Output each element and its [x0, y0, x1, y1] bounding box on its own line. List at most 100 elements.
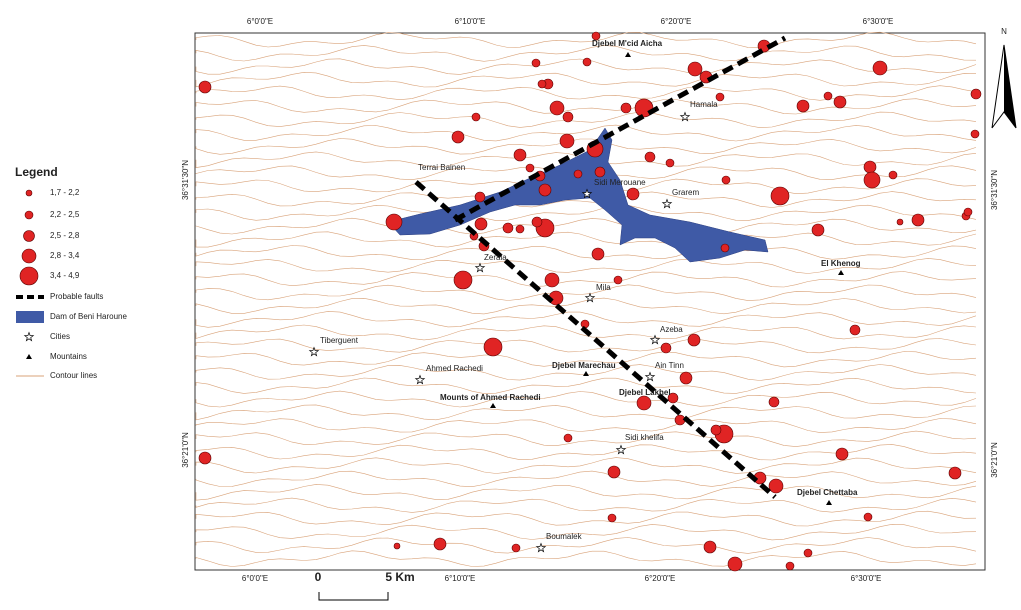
epicenter: [715, 92, 725, 102]
city-label: Tiberguent: [320, 336, 359, 345]
epicenter: [888, 170, 898, 180]
contour-line: [195, 324, 977, 341]
axis-label: 36°21'0"N: [181, 432, 190, 468]
city-label: Hamala: [690, 100, 718, 109]
city-label: Azeba: [660, 325, 683, 334]
contour-line: [195, 217, 977, 235]
contour-line: [195, 311, 977, 328]
epicenter: [872, 60, 888, 76]
contour-line: [195, 523, 977, 541]
legend-symbol: [24, 210, 34, 220]
contour-line: [195, 484, 977, 501]
epicenter: [679, 371, 693, 385]
contour-line: [195, 284, 977, 301]
epicenter: [544, 272, 560, 288]
legend-label: 2,8 - 3,4: [50, 251, 80, 260]
city-marker: [661, 198, 673, 209]
epicenter: [531, 58, 541, 68]
contour-line: [195, 204, 977, 221]
epicenter: [727, 556, 743, 572]
mountain-marker: [625, 52, 631, 57]
contour-line: [195, 497, 977, 513]
epicenter: [796, 99, 810, 113]
axis-label: 6°20'0"E: [645, 574, 676, 583]
contour-line: [195, 351, 977, 368]
map-frame: [194, 32, 986, 571]
epicenter: [620, 102, 632, 114]
contour-line: [195, 31, 977, 49]
city-marker: [649, 334, 661, 345]
mountain-marker: [490, 403, 496, 408]
epicenter: [531, 216, 543, 228]
legend-label: 2,5 - 2,8: [50, 231, 80, 240]
epicenter: [770, 186, 790, 206]
epicenter: [863, 160, 877, 174]
dam-reservoir: [387, 127, 769, 263]
axis-label: 6°0'0"E: [242, 574, 268, 583]
epicenter: [970, 129, 980, 139]
legend-symbol: [21, 248, 37, 264]
legend-label: Dam of Beni Haroune: [50, 312, 127, 321]
epicenter: [591, 31, 601, 41]
epicenter: [559, 133, 575, 149]
axis-label: 6°30'0"E: [863, 17, 894, 26]
epicenter: [710, 424, 722, 436]
legend: Legend 1,7 - 2,2 2,2 - 2,5 2,5 - 2,8 2,8 - …: [15, 165, 127, 380]
epicenter: [963, 207, 973, 217]
epicenter: [768, 478, 784, 494]
north-label: N: [1001, 27, 1007, 36]
earthquake-epicenters: [198, 31, 982, 572]
scale-label: 5 Km: [385, 570, 414, 584]
city-marker: [535, 542, 547, 553]
city-marker: [414, 374, 426, 385]
epicenter: [607, 513, 617, 523]
epicenter: [474, 191, 486, 203]
epicenter: [687, 61, 703, 77]
axis-label: 6°0'0"E: [247, 17, 273, 26]
epicenter: [563, 433, 573, 443]
contour-lines: [195, 31, 977, 567]
epicenter: [636, 395, 652, 411]
mountain-marker: [826, 500, 832, 505]
city-label: Sidi khelifa: [625, 433, 664, 442]
epicenter: [823, 91, 833, 101]
contour-line: [195, 550, 977, 567]
legend-symbol: [23, 230, 35, 242]
mountain-label: Mounts of Ahmed Rachedi: [440, 393, 541, 402]
contour-line: [195, 98, 977, 115]
epicenter: [613, 275, 623, 285]
epicenter: [474, 217, 488, 231]
contour-line: [195, 470, 977, 488]
axis-label: 6°20'0"E: [661, 17, 692, 26]
epicenter: [703, 540, 717, 554]
epicenter: [483, 337, 503, 357]
city-label: Terrai Bainen: [418, 163, 465, 172]
contour-line: [195, 271, 977, 288]
epicenter: [580, 319, 590, 329]
axis-label: 36°21'0"N: [990, 442, 999, 478]
legend-label: 1,7 - 2,2: [50, 188, 80, 197]
epicenter: [433, 537, 447, 551]
epicenter: [667, 392, 679, 404]
epicenter: [768, 396, 780, 408]
city-label: Ain Tinn: [655, 361, 684, 370]
city-label: Sidi Merouane: [594, 178, 646, 187]
epicenter: [811, 223, 825, 237]
epicenter: [573, 169, 583, 179]
epicenter: [198, 80, 212, 94]
city-marker: [584, 292, 596, 303]
city-label: Mila: [596, 283, 611, 292]
epicenter: [896, 218, 904, 226]
epicenter: [385, 213, 403, 231]
city-label: Boumalek: [546, 532, 583, 541]
scale-label: 0: [315, 570, 322, 584]
contour-line: [195, 58, 977, 75]
epicenter: [835, 447, 849, 461]
contour-line: [195, 45, 977, 62]
contour-line: [195, 364, 977, 381]
epicenter: [582, 57, 592, 67]
epicenter: [948, 466, 962, 480]
axis-label: 36°31'30"N: [990, 170, 999, 210]
fault-line: [453, 35, 787, 223]
mountain-label: Djebel Chettaba: [797, 488, 858, 497]
